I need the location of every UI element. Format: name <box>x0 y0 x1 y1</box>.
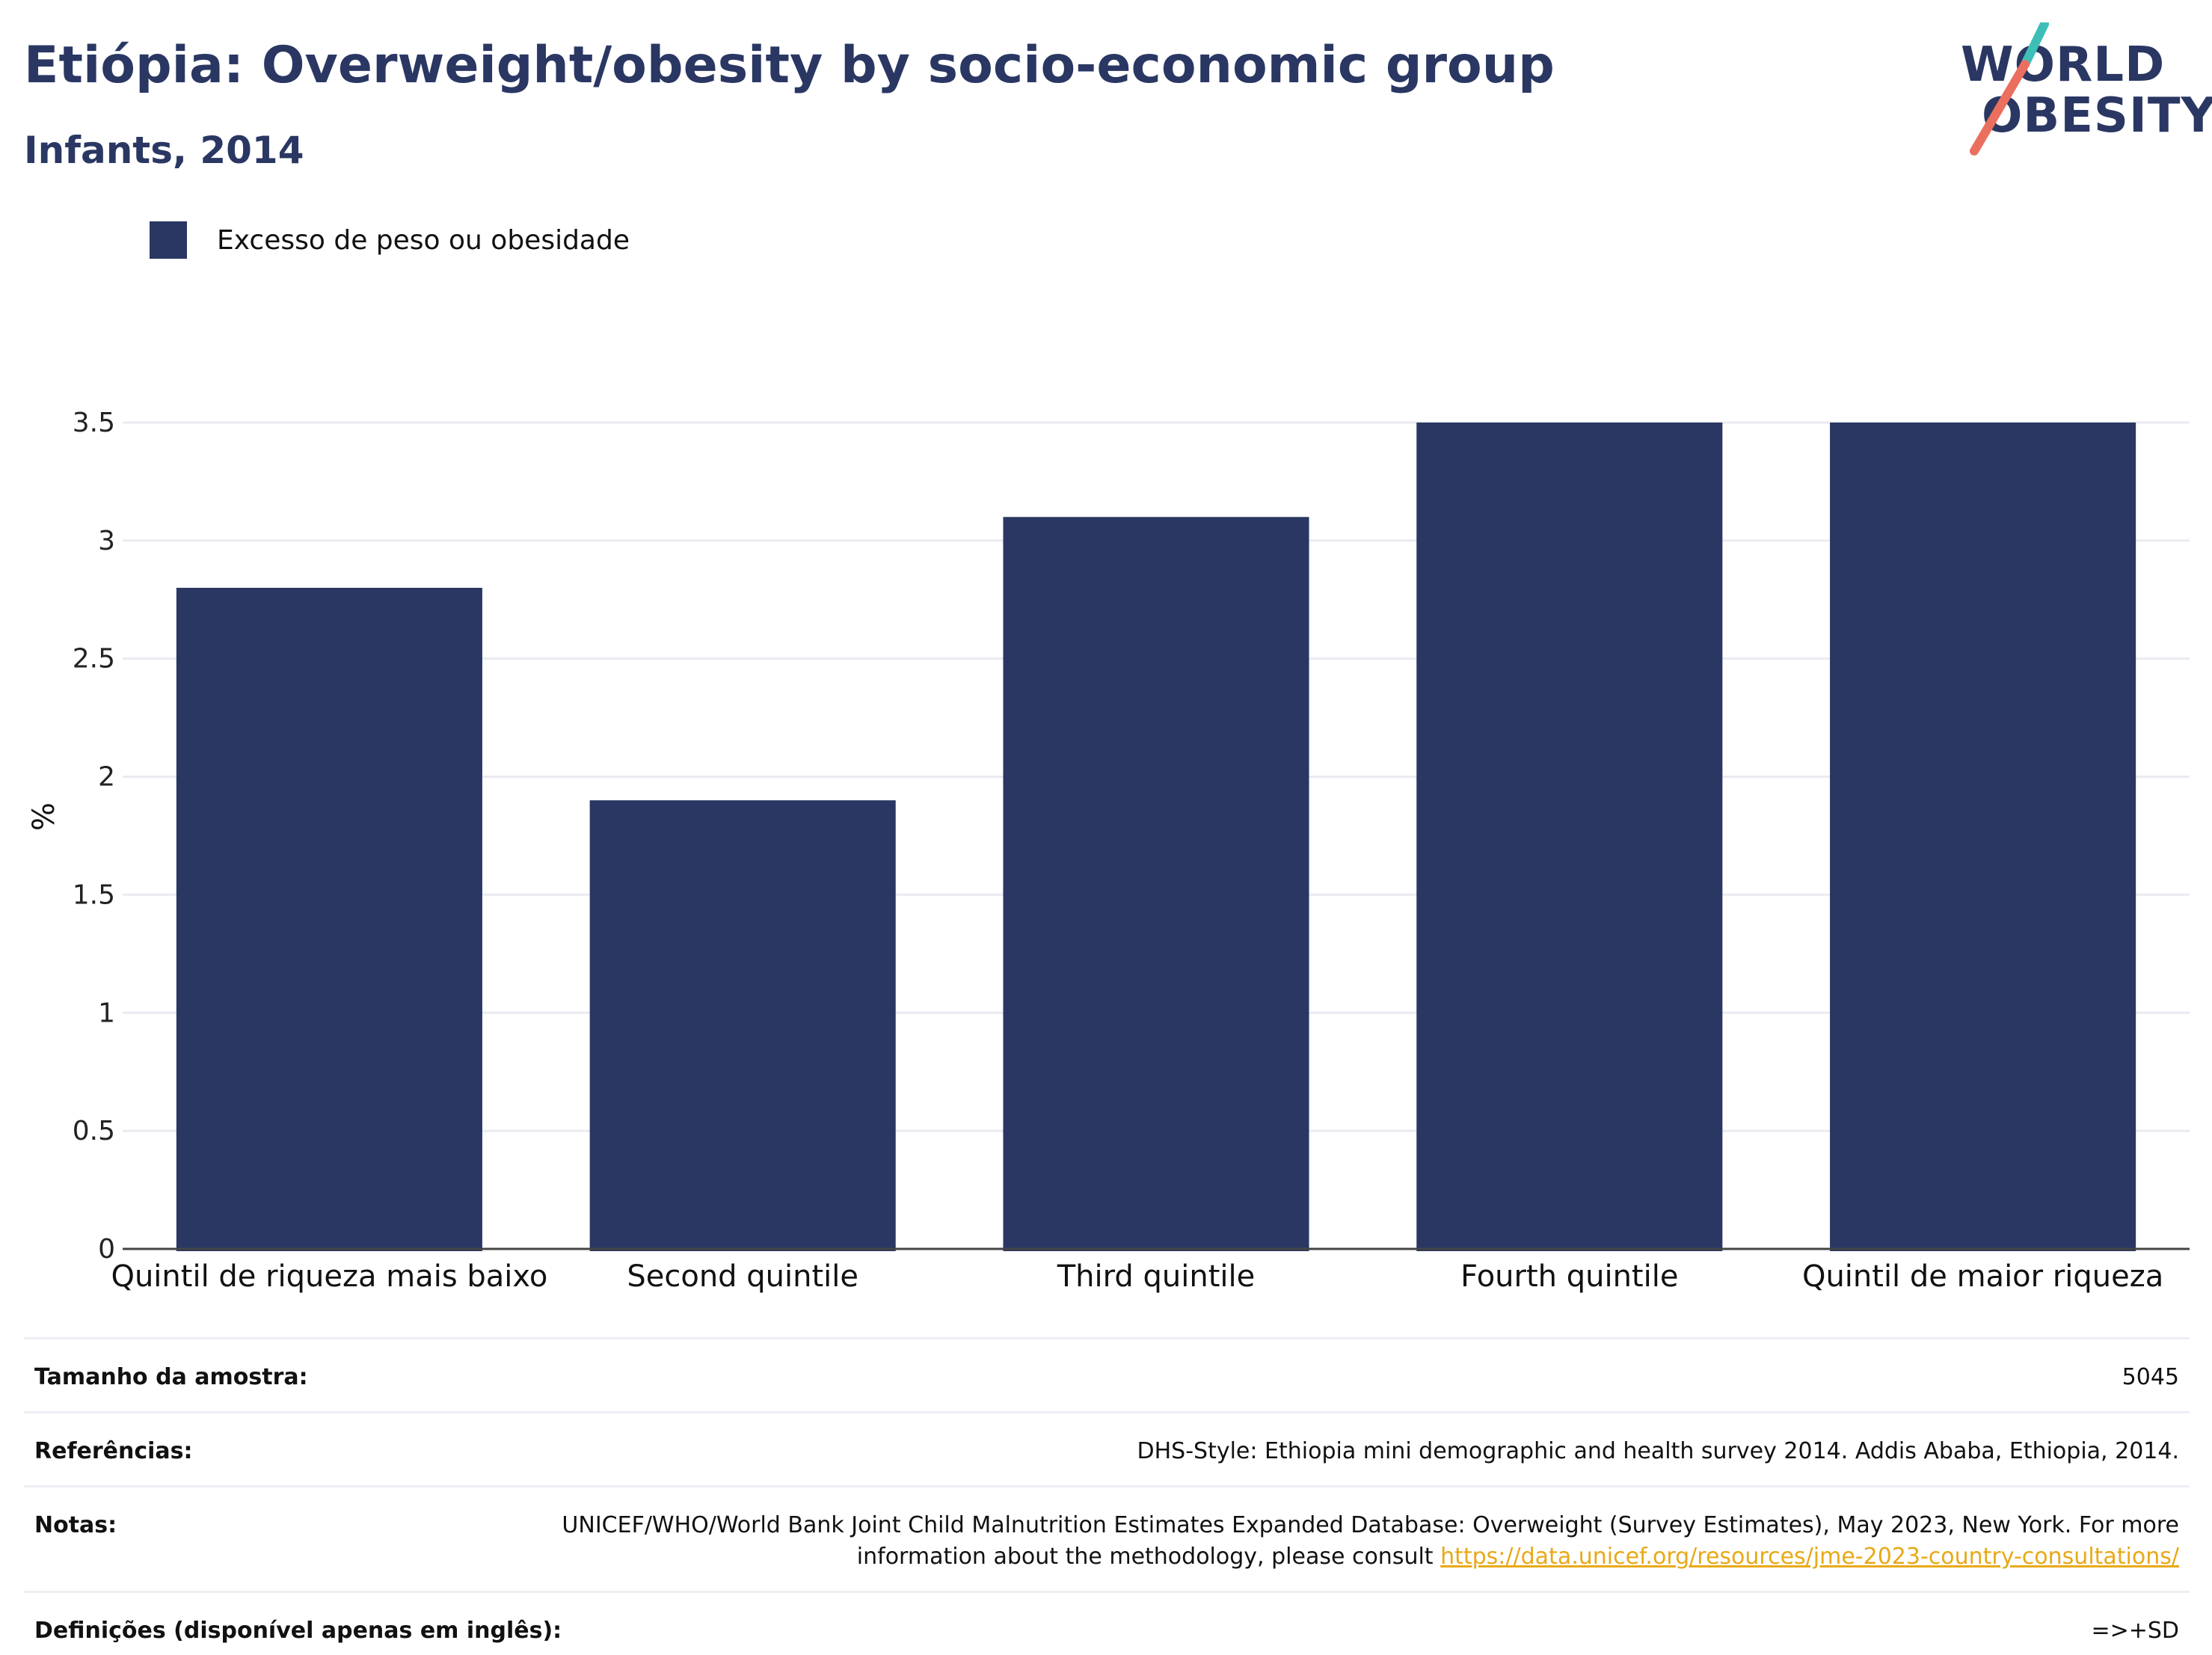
y-tick-label: 0 <box>98 1234 115 1265</box>
axes: 0 0.5 1 1.5 2 2.5 3 3.5 Quintil de riqueza mais … <box>73 408 2190 1294</box>
info-row-references: Referências: DHS-Style: Ethiopia mini de… <box>24 1413 2190 1487</box>
logo-word-world: WORLD <box>1961 37 2166 93</box>
info-key: Tamanho da amostra: <box>34 1364 308 1390</box>
y-tick-label: 1.5 <box>73 879 115 910</box>
x-tick-label: Second quintile <box>627 1259 858 1294</box>
info-value: UNICEF/WHO/World Bank Joint Child Malnut… <box>549 1510 2179 1573</box>
y-tick-label: 3.5 <box>73 408 115 438</box>
logo-slash-icon <box>1970 22 2049 156</box>
bar[interactable] <box>1830 423 2136 1251</box>
y-axis-label: % <box>27 802 61 831</box>
logo-word-obesity: OBESITY <box>1982 88 2212 144</box>
x-tick-label: Quintil de riqueza mais baixo <box>111 1259 547 1294</box>
chart-title: Etiópia: Overweight/obesity by socio-eco… <box>24 36 1555 95</box>
x-tick-label: Third quintile <box>1057 1259 1255 1294</box>
bar[interactable] <box>1003 517 1309 1251</box>
x-tick-label: Quintil de maior riqueza <box>1802 1259 2163 1294</box>
info-row-definitions: Definições (disponível apenas em inglês)… <box>24 1593 2190 1655</box>
y-tick-label: 2.5 <box>73 644 115 675</box>
info-value: 5045 <box>2122 1364 2179 1390</box>
info-key: Notas: <box>34 1512 117 1538</box>
info-value: DHS-Style: Ethiopia mini demographic and… <box>1137 1438 2180 1464</box>
bars <box>176 423 2136 1251</box>
legend-swatch <box>150 221 187 259</box>
info-row-sample-size: Tamanho da amostra: 5045 <box>24 1339 2190 1413</box>
chart-subtitle: Infants, 2014 <box>24 129 304 172</box>
info-key: Definições (disponível apenas em inglês)… <box>34 1618 562 1644</box>
world-obesity-logo[interactable]: WORLD OBESITY <box>1952 22 2212 157</box>
bar-chart: 0 0.5 1 1.5 2 2.5 3 3.5 Quintil de riqueza mais … <box>27 408 2190 1294</box>
info-key: Referências: <box>34 1438 193 1464</box>
info-table: Tamanho da amostra: 5045 Referências: DH… <box>24 1337 2190 1655</box>
bar[interactable] <box>176 588 482 1251</box>
bar[interactable] <box>1416 423 1723 1251</box>
bar[interactable] <box>589 800 896 1251</box>
methodology-link[interactable]: https://data.unicef.org/resources/jme-20… <box>1440 1544 2179 1570</box>
y-tick-label: 2 <box>98 762 115 793</box>
legend-label: Excesso de peso ou obesidade <box>217 224 630 256</box>
chart-legend[interactable]: Excesso de peso ou obesidade <box>150 221 630 259</box>
y-tick-label: 1 <box>98 998 115 1028</box>
notes-text: UNICEF/WHO/World Bank Joint Child Malnut… <box>562 1512 2179 1570</box>
y-tick-label: 3 <box>98 526 115 556</box>
y-tick-label: 0.5 <box>73 1116 115 1146</box>
x-tick-label: Fourth quintile <box>1460 1259 1678 1294</box>
info-value: =>+SD <box>2091 1618 2179 1644</box>
info-row-notes: Notas: UNICEF/WHO/World Bank Joint Child… <box>24 1487 2190 1593</box>
